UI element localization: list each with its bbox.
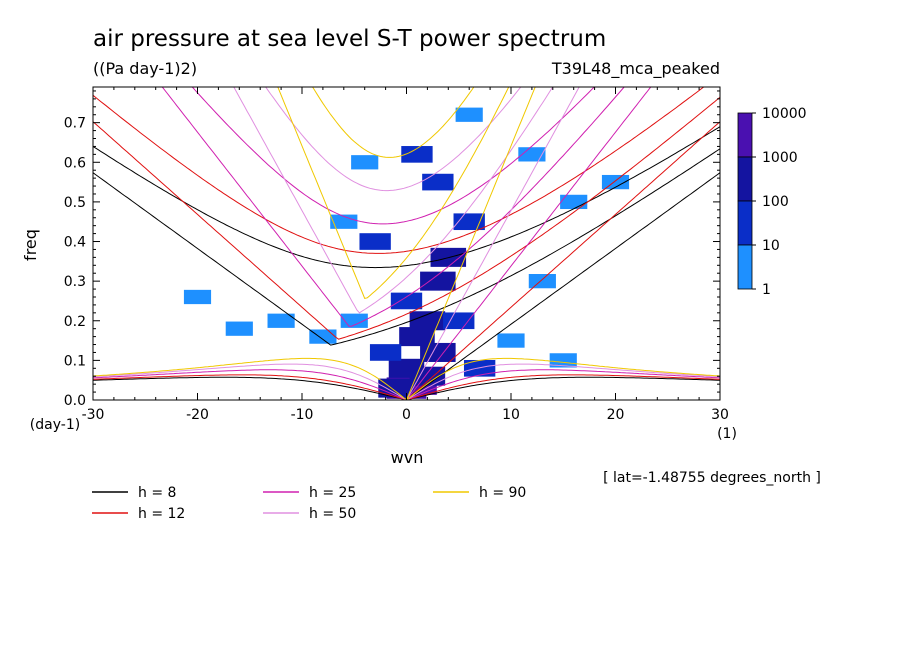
spectrum-cell [351, 155, 379, 170]
experiment-label: T39L48_mca_peaked [551, 59, 720, 79]
y-unit-label: (day-1) [30, 417, 80, 433]
spectrum-cell [330, 214, 358, 229]
x-unit-label: (1) [717, 426, 737, 442]
dispersion-curve-h90-mrg [277, 87, 510, 299]
spectrum-cell [359, 233, 391, 250]
legend: h = 8 h = 12 h = 25 h = 50 h = 90 [92, 485, 526, 522]
spectrum-cell [463, 359, 496, 377]
spectrum-cell [409, 311, 446, 331]
dispersion-curve-h25-er1 [93, 369, 720, 400]
spectrum-cell [420, 271, 456, 291]
x-tick-label: -30 [82, 407, 105, 423]
spectrum-cell [399, 327, 435, 347]
dispersion-curve-h12-er1 [93, 374, 720, 400]
dispersion-curve-h8-kelvin [406, 172, 720, 400]
spectrum-cell [378, 378, 414, 398]
latitude-annotation: [ lat=-1.48755 degrees_north ] [603, 470, 821, 486]
y-tick-label: 0.7 [64, 116, 86, 132]
spectrum-cell [309, 329, 337, 344]
dispersion-curve-h90-er1 [93, 357, 720, 400]
units-label: ((Pa day-1)2) [93, 59, 197, 78]
legend-label: h = 12 [138, 506, 185, 522]
dispersion-curve-h8-ig1 [93, 126, 720, 269]
x-axis-label: wvn [391, 448, 424, 467]
colorbar-label: 10 [762, 238, 780, 254]
colorbar-label: 1000 [762, 150, 798, 166]
legend-label: h = 90 [479, 485, 526, 501]
spectrum-cell [560, 194, 588, 210]
y-tick-label: 0.5 [64, 195, 86, 211]
legend-label: h = 50 [309, 506, 356, 522]
dispersion-curve-h8-mrg [93, 148, 720, 346]
colorbar-label: 10000 [762, 106, 807, 122]
axis-ticks: -30 -20 -10 0 10 20 30 0.0 0.1 0.2 0.3 0.4 0.5 0.6 0.7 [64, 87, 729, 423]
dispersion-curves [93, 87, 720, 400]
dispersion-curve-h12-kelvin [406, 121, 720, 400]
x-tick-label: 10 [502, 407, 520, 423]
legend-label: h = 25 [309, 485, 356, 501]
dispersion-curve-h25-kelvin [406, 87, 652, 400]
y-tick-label: 0.3 [64, 274, 86, 290]
spectrum-cell [267, 313, 295, 328]
y-tick-label: 0.1 [64, 353, 86, 369]
colorbar: 10000 1000 100 10 1 [737, 106, 807, 298]
spectrum-cell [183, 289, 212, 305]
dispersion-curve-h90-ig1 [311, 87, 475, 158]
y-tick-label: 0.4 [64, 235, 86, 251]
spectrum-cell [443, 312, 475, 330]
colorbar-swatch [737, 156, 753, 202]
x-tick-label: -10 [291, 407, 314, 423]
y-tick-label: 0.2 [64, 314, 86, 330]
colorbar-swatch [737, 112, 753, 158]
spectrum-layer [183, 107, 630, 399]
x-tick-label: 20 [607, 407, 625, 423]
spectrum-cell [455, 107, 483, 122]
dispersion-curve-h50-kelvin [406, 87, 580, 400]
y-tick-label: 0.6 [64, 155, 86, 171]
y-axis-label: freq [21, 229, 40, 261]
dispersion-curve-h90-kelvin [406, 87, 536, 400]
plot-area [93, 87, 720, 400]
colorbar-swatch [737, 200, 753, 246]
spectrum-cell [369, 344, 402, 361]
spectrum-cell [528, 274, 556, 289]
spectrum-cell [401, 146, 433, 163]
dispersion-curve-h12-ig1 [93, 87, 705, 254]
dispersion-curve-h50-er1 [93, 363, 720, 400]
x-tick-label: -20 [186, 407, 209, 423]
dispersion-curve-h50-mrg [233, 87, 554, 314]
spectrum-cell [549, 353, 577, 368]
spectrum-cell [422, 173, 454, 191]
legend-label: h = 8 [138, 485, 176, 501]
x-tick-label: 0 [402, 407, 411, 423]
spectrum-cell [225, 321, 253, 336]
chart-title: air pressure at sea level S-T power spec… [93, 26, 606, 52]
colorbar-label: 100 [762, 194, 789, 210]
x-tick-label: 30 [711, 407, 729, 423]
spectrum-cell [518, 147, 546, 162]
dispersion-curve-h12-mrg [93, 96, 720, 340]
dispersion-curve-h8-er1 [93, 376, 720, 400]
spectrum-cell [390, 292, 423, 310]
colorbar-swatch [737, 244, 753, 290]
plot-frame [92, 86, 721, 401]
dispersion-curve-h25-mrg [161, 87, 625, 327]
dispersion-curve-h50-ig1 [265, 87, 522, 192]
spectrum-cell [497, 333, 525, 348]
colorbar-label: 1 [762, 282, 771, 298]
y-tick-label: 0.0 [64, 393, 86, 409]
